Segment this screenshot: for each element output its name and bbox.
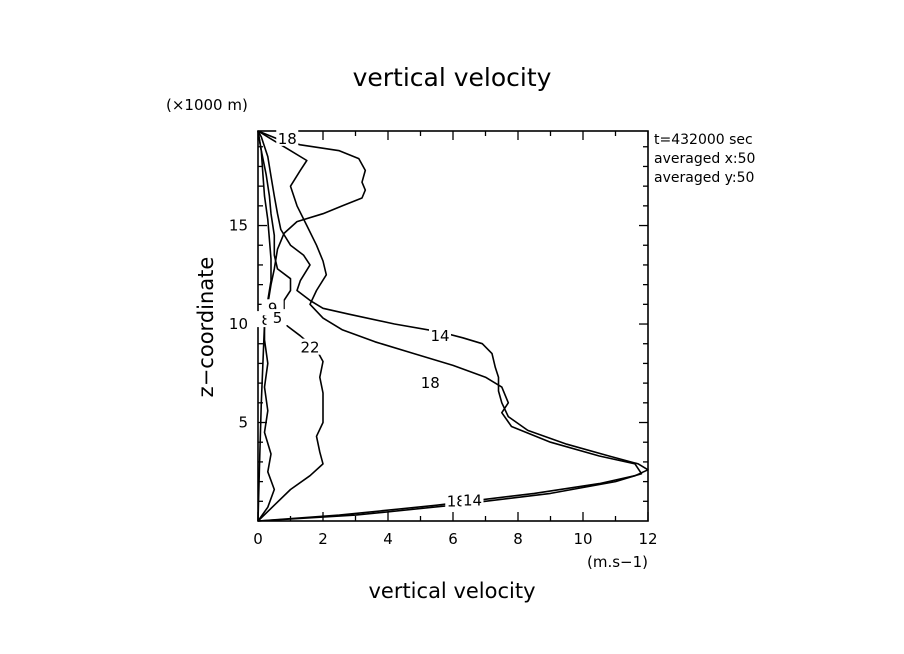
contour-label-bg xyxy=(419,374,442,391)
contour-line-3 xyxy=(257,130,367,522)
contour-label: 5 xyxy=(273,309,283,327)
contour-label: 9 xyxy=(268,299,278,317)
x-tick-label: 2 xyxy=(318,530,328,548)
contour-line-4 xyxy=(257,130,324,522)
x-average-annotation: averaged x:50 xyxy=(654,151,755,167)
x-tick-label: 6 xyxy=(448,530,458,548)
x-tick-label: 10 xyxy=(573,530,592,548)
y-unit-label: (×1000 m) xyxy=(166,96,248,114)
contour-label: 14 xyxy=(430,327,449,345)
time-annotation: t=432000 sec xyxy=(654,132,753,148)
contour-label: 14 xyxy=(463,491,482,509)
annotation-clip-mask xyxy=(776,128,836,188)
y-axis-label: z−coordinate xyxy=(194,257,218,398)
contour-line-5 xyxy=(257,130,276,522)
y-tick-label: 10 xyxy=(229,315,248,333)
contour-label-bg xyxy=(266,309,289,326)
contour-label-bg xyxy=(299,338,321,355)
x-unit-label: (m.s−1) xyxy=(587,553,648,571)
contour-label: 18 xyxy=(447,492,466,510)
contour-label-bg xyxy=(461,491,484,508)
contour-line-1 xyxy=(257,130,649,522)
axis-ticks: 0 2 4 6 8 10 12 5 10 15 xyxy=(229,131,658,548)
contour-label-bg xyxy=(429,326,451,343)
y-average-annotation: averaged y:50 xyxy=(654,170,754,186)
x-tick-label: 8 xyxy=(513,530,523,548)
contour-line-2 xyxy=(257,130,643,522)
contour-label: 8 xyxy=(261,311,271,329)
y-tick-label: 5 xyxy=(238,414,248,432)
contour-label: 22 xyxy=(300,339,319,357)
x-axis-label: vertical velocity xyxy=(368,579,535,603)
y-tick-label: 15 xyxy=(229,217,248,235)
plot-frame xyxy=(257,130,649,522)
x-tick-label: 4 xyxy=(383,530,393,548)
chart-title: vertical velocity xyxy=(353,63,552,92)
contour-label-bg xyxy=(276,129,299,146)
x-tick-label: 12 xyxy=(638,530,657,548)
contour-curves xyxy=(257,130,649,522)
x-tick-label: 0 xyxy=(253,530,263,548)
contour-label: 18 xyxy=(421,374,440,392)
contour-label: 18 xyxy=(278,130,297,148)
